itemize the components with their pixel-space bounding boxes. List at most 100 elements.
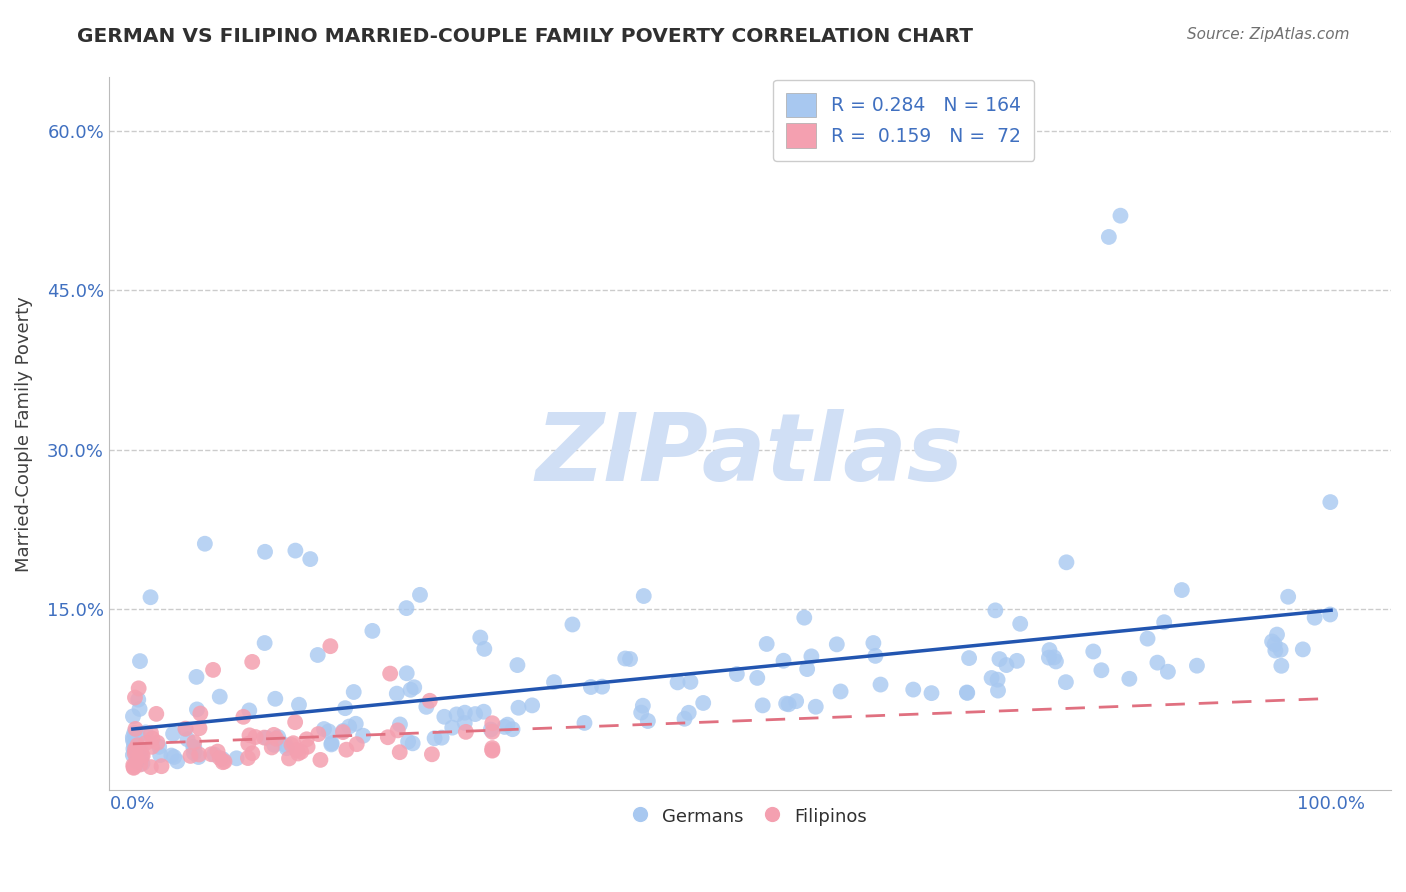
Point bbox=[187, 750, 209, 764]
Point bbox=[666, 675, 689, 690]
Point bbox=[987, 683, 1010, 698]
Point bbox=[174, 722, 197, 736]
Point bbox=[319, 639, 342, 653]
Point bbox=[284, 543, 307, 558]
Point bbox=[127, 729, 149, 743]
Point bbox=[830, 684, 852, 698]
Point bbox=[1270, 643, 1292, 657]
Point bbox=[1303, 610, 1326, 624]
Point bbox=[200, 747, 222, 762]
Point bbox=[633, 589, 655, 603]
Point bbox=[186, 702, 208, 716]
Point bbox=[232, 710, 254, 724]
Point bbox=[149, 747, 172, 762]
Point bbox=[318, 724, 340, 739]
Point bbox=[122, 737, 145, 751]
Point bbox=[1045, 655, 1067, 669]
Point bbox=[506, 658, 529, 673]
Point bbox=[1146, 656, 1168, 670]
Point bbox=[423, 731, 446, 746]
Point bbox=[207, 745, 229, 759]
Point bbox=[307, 648, 329, 662]
Point bbox=[131, 756, 153, 771]
Point bbox=[378, 666, 401, 681]
Point bbox=[1264, 637, 1286, 651]
Point bbox=[128, 702, 150, 716]
Point bbox=[543, 675, 565, 690]
Point bbox=[775, 697, 797, 711]
Point bbox=[751, 698, 773, 713]
Point bbox=[333, 701, 356, 715]
Point bbox=[186, 670, 208, 684]
Point bbox=[396, 734, 419, 748]
Point bbox=[148, 739, 170, 754]
Point bbox=[388, 717, 411, 731]
Point bbox=[1292, 642, 1315, 657]
Point bbox=[747, 671, 769, 685]
Point bbox=[1098, 230, 1121, 244]
Point bbox=[188, 747, 211, 762]
Point bbox=[166, 754, 188, 768]
Point bbox=[481, 716, 503, 731]
Point bbox=[276, 741, 298, 756]
Point bbox=[446, 707, 468, 722]
Point bbox=[214, 755, 236, 769]
Point bbox=[263, 738, 285, 752]
Point bbox=[254, 545, 277, 559]
Point bbox=[245, 730, 267, 744]
Point bbox=[1277, 590, 1299, 604]
Point bbox=[903, 682, 925, 697]
Point bbox=[240, 655, 263, 669]
Point bbox=[124, 690, 146, 705]
Point bbox=[307, 727, 329, 741]
Point bbox=[793, 610, 815, 624]
Point bbox=[346, 737, 368, 751]
Point bbox=[139, 726, 162, 740]
Text: ZIPatlas: ZIPatlas bbox=[536, 409, 965, 501]
Point bbox=[862, 636, 884, 650]
Point bbox=[420, 747, 443, 762]
Point bbox=[139, 760, 162, 774]
Point bbox=[238, 703, 260, 717]
Point bbox=[121, 730, 143, 744]
Point bbox=[1264, 643, 1286, 657]
Point bbox=[129, 654, 152, 668]
Point bbox=[984, 603, 1007, 617]
Point bbox=[454, 716, 477, 731]
Point bbox=[1153, 615, 1175, 630]
Point bbox=[208, 751, 231, 765]
Point bbox=[1319, 495, 1341, 509]
Point bbox=[321, 738, 343, 752]
Point bbox=[921, 686, 943, 700]
Point bbox=[288, 698, 311, 712]
Point bbox=[772, 654, 794, 668]
Point bbox=[561, 617, 583, 632]
Point bbox=[131, 751, 153, 765]
Point bbox=[312, 722, 335, 736]
Point bbox=[508, 700, 530, 714]
Point bbox=[150, 759, 173, 773]
Point bbox=[1171, 582, 1194, 597]
Point bbox=[987, 673, 1010, 687]
Point bbox=[472, 705, 495, 719]
Point bbox=[240, 746, 263, 760]
Point bbox=[574, 715, 596, 730]
Point bbox=[183, 740, 205, 755]
Point bbox=[181, 739, 204, 754]
Point bbox=[208, 690, 231, 704]
Point bbox=[253, 636, 276, 650]
Point bbox=[125, 754, 148, 768]
Point bbox=[122, 726, 145, 740]
Text: Source: ZipAtlas.com: Source: ZipAtlas.com bbox=[1187, 27, 1350, 42]
Point bbox=[188, 706, 211, 721]
Point bbox=[395, 666, 418, 681]
Point bbox=[236, 751, 259, 765]
Point bbox=[122, 758, 145, 772]
Point bbox=[631, 698, 654, 713]
Point bbox=[256, 731, 278, 745]
Point bbox=[129, 757, 152, 772]
Point bbox=[404, 680, 426, 694]
Point bbox=[141, 731, 163, 746]
Point bbox=[804, 699, 827, 714]
Point bbox=[202, 747, 225, 762]
